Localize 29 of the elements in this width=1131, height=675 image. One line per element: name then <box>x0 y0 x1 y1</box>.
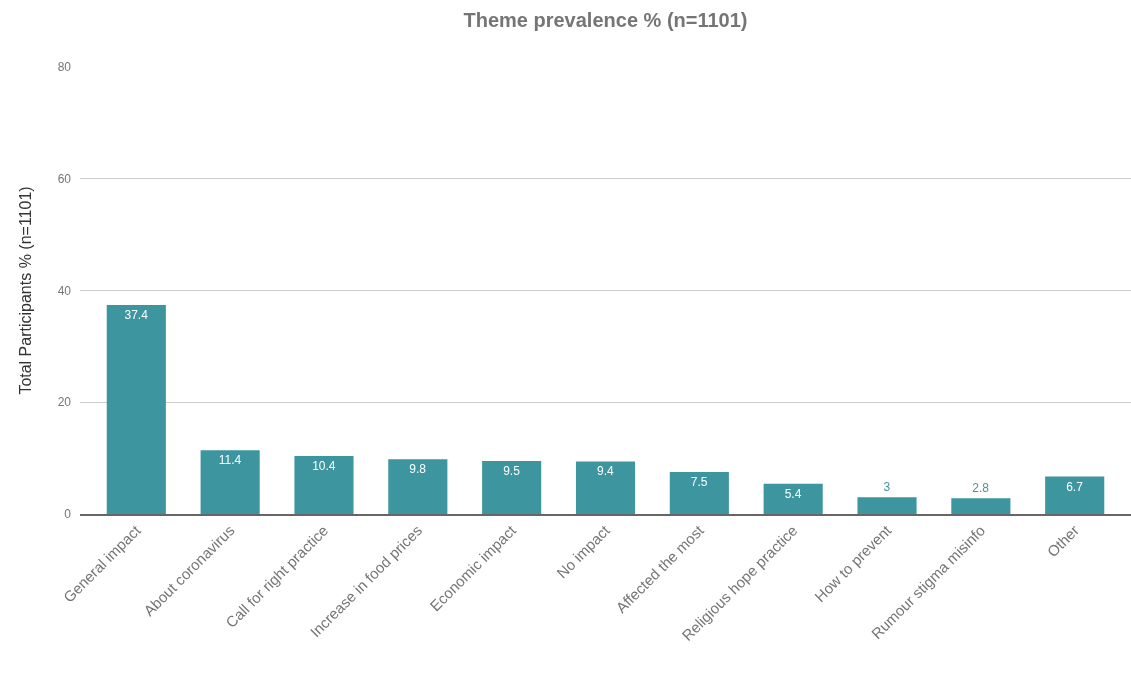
data-label: 7.5 <box>690 475 708 490</box>
data-label: 9.8 <box>409 462 427 477</box>
data-label: 9.4 <box>597 464 614 479</box>
y-tick-label: 40 <box>57 283 72 298</box>
data-label: 10.4 <box>312 458 336 473</box>
chart-title: Theme prevalence % (n=1101) <box>463 9 748 31</box>
bar <box>482 460 542 514</box>
bar <box>763 483 823 514</box>
y-tick-label: 60 <box>57 171 72 186</box>
bar <box>1045 476 1105 514</box>
y-axis-title: Total Participants % (n=1101) <box>16 186 34 395</box>
y-tick-label: 20 <box>57 395 72 410</box>
bar <box>857 497 917 514</box>
bar <box>200 450 260 514</box>
bar <box>951 498 1011 514</box>
bar <box>575 461 636 514</box>
bar <box>294 455 354 514</box>
bar <box>388 459 448 514</box>
data-label: 37.4 <box>124 308 149 323</box>
y-tick-label: 80 <box>57 60 72 75</box>
data-label: 11.4 <box>218 453 242 468</box>
data-label: 2.8 <box>972 481 990 496</box>
data-label: 6.7 <box>1066 479 1084 494</box>
bar <box>669 472 729 514</box>
data-label: 9.5 <box>503 463 521 478</box>
y-tick-label: 0 <box>64 507 72 522</box>
bar <box>106 305 166 514</box>
data-label: 5.4 <box>784 486 802 501</box>
data-label: 3 <box>883 480 891 495</box>
